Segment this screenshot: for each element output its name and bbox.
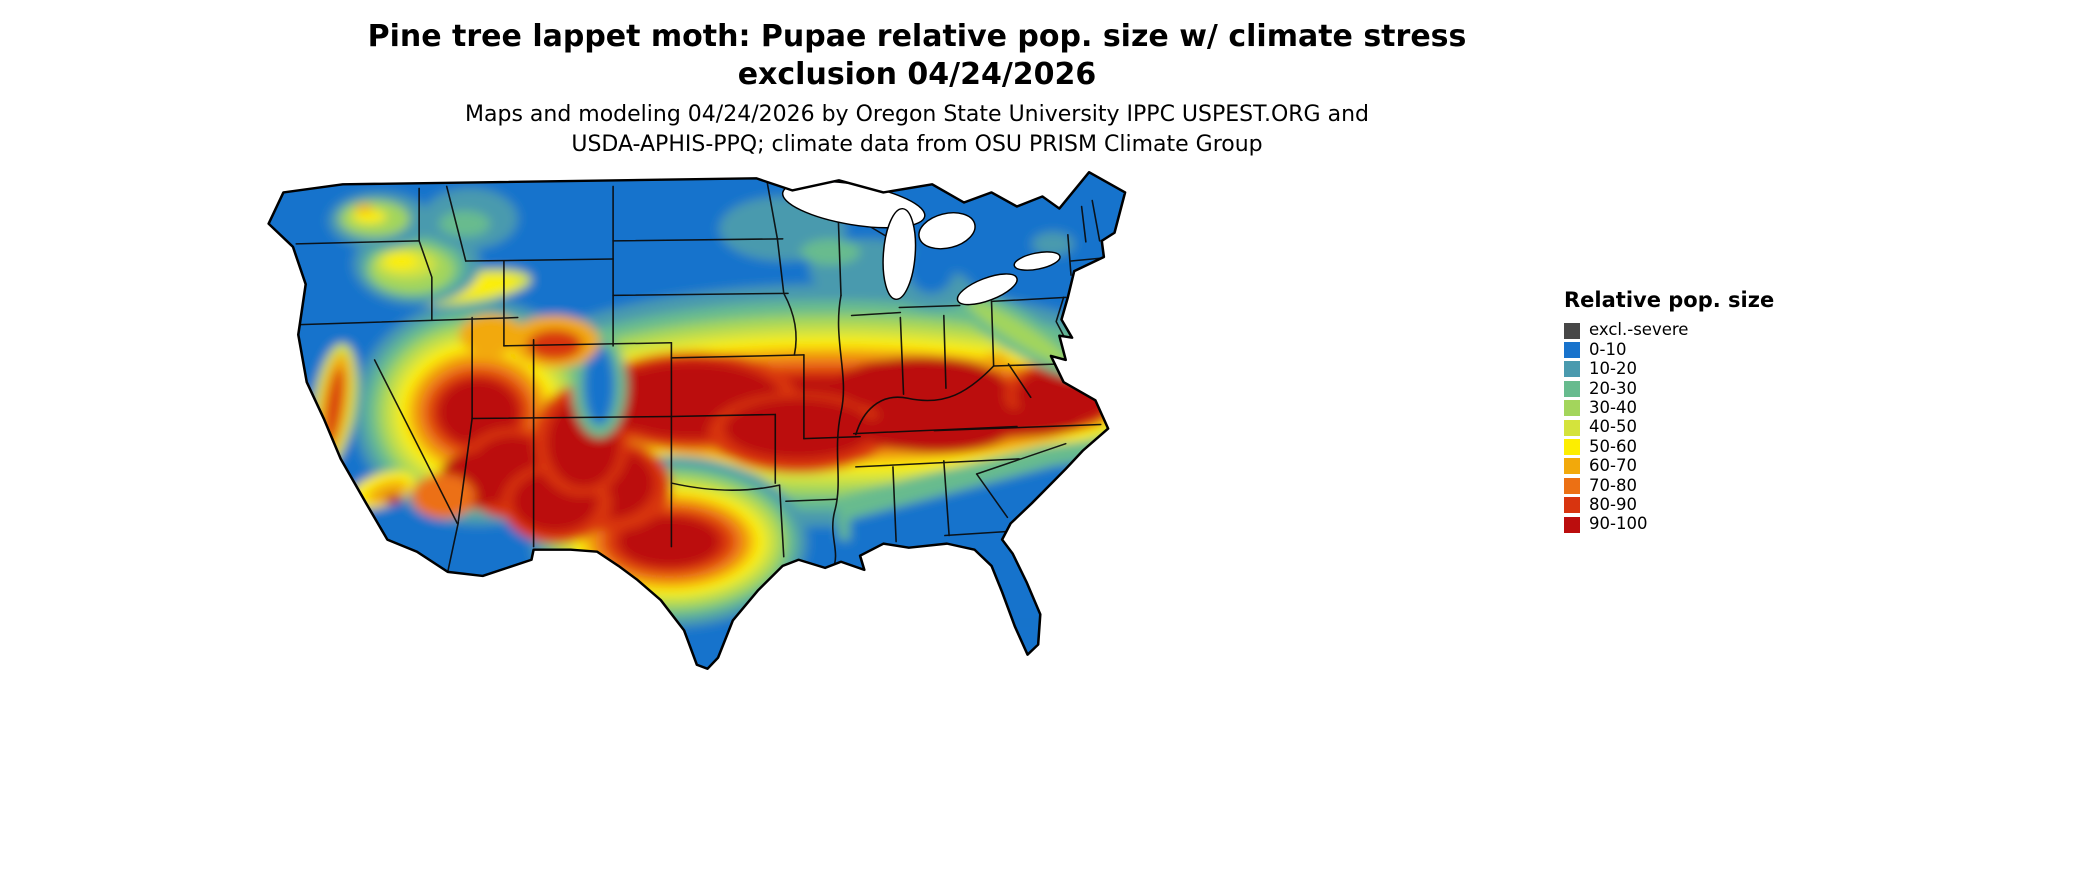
- legend-title: Relative pop. size: [1564, 288, 1775, 312]
- legend-label: 0-10: [1589, 339, 1627, 359]
- lake-michigan: [882, 207, 917, 300]
- state-boundaries: [295, 179, 1104, 573]
- legend-entry: 50-60: [1564, 437, 1784, 456]
- lake-huron: [918, 212, 976, 250]
- legend-swatch: [1564, 458, 1580, 475]
- legend-entry: 80-90: [1564, 496, 1784, 515]
- figure-subtitle: Maps and modeling 04/24/2026 by Oregon S…: [0, 100, 1834, 159]
- map-legend: Relative pop. size excl.-severe 0-10 10-20…: [1564, 288, 1784, 534]
- legend-swatch: [1564, 516, 1580, 533]
- great-lakes: [781, 180, 1061, 306]
- legend-label: excl.-severe: [1589, 320, 1689, 340]
- legend-label: 50-60: [1589, 436, 1637, 456]
- legend-label: 70-80: [1589, 475, 1637, 495]
- us-outline: [267, 171, 1127, 670]
- lake-ontario: [1013, 251, 1061, 271]
- lake-erie: [956, 273, 1018, 306]
- legend-entries: excl.-severe 0-10 10-20 20-30 30-40 40-50 50-6…: [1564, 321, 1784, 534]
- legend-label: 10-20: [1589, 359, 1637, 379]
- legend-label: 30-40: [1589, 398, 1637, 417]
- legend-entry: 0-10: [1564, 340, 1784, 359]
- us-map: [205, 148, 1265, 693]
- legend-entry: 90-100: [1564, 515, 1784, 534]
- legend-swatch: [1564, 477, 1580, 494]
- legend-label: 60-70: [1589, 456, 1637, 476]
- figure-subtitle-line2: USDA-APHIS-PPQ; climate data from OSU PR…: [571, 131, 1263, 157]
- legend-swatch: [1564, 380, 1580, 397]
- legend-entry: 40-50: [1564, 418, 1784, 437]
- legend-swatch: [1564, 419, 1580, 436]
- legend-entry: 60-70: [1564, 457, 1784, 476]
- legend-entry: excl.-severe: [1564, 321, 1784, 340]
- legend-label: 40-50: [1589, 417, 1637, 437]
- legend-entry: 20-30: [1564, 379, 1784, 398]
- legend-entry: 70-80: [1564, 476, 1784, 495]
- map-color-field: [268, 172, 1126, 669]
- figure-title: Pine tree lappet moth: Pupae relative po…: [0, 18, 1834, 93]
- figure-subtitle-line1: Maps and modeling 04/24/2026 by Oregon S…: [465, 102, 1369, 127]
- legend-swatch: [1564, 497, 1580, 514]
- legend-swatch: [1564, 439, 1580, 456]
- legend-label: 80-90: [1589, 494, 1637, 514]
- legend-label: 20-30: [1589, 378, 1637, 398]
- figure-title-line1: Pine tree lappet moth: Pupae relative po…: [367, 19, 1467, 54]
- legend-swatch: [1564, 342, 1580, 359]
- legend-entry: 30-40: [1564, 399, 1784, 418]
- us-map-svg: [267, 171, 1127, 670]
- legend-entry: 10-20: [1564, 360, 1784, 379]
- figure-title-line2: exclusion 04/24/2026: [737, 56, 1097, 92]
- legend-swatch: [1564, 361, 1580, 378]
- legend-swatch: [1564, 400, 1580, 417]
- legend-swatch: [1564, 322, 1580, 339]
- legend-label: 90-100: [1589, 514, 1648, 534]
